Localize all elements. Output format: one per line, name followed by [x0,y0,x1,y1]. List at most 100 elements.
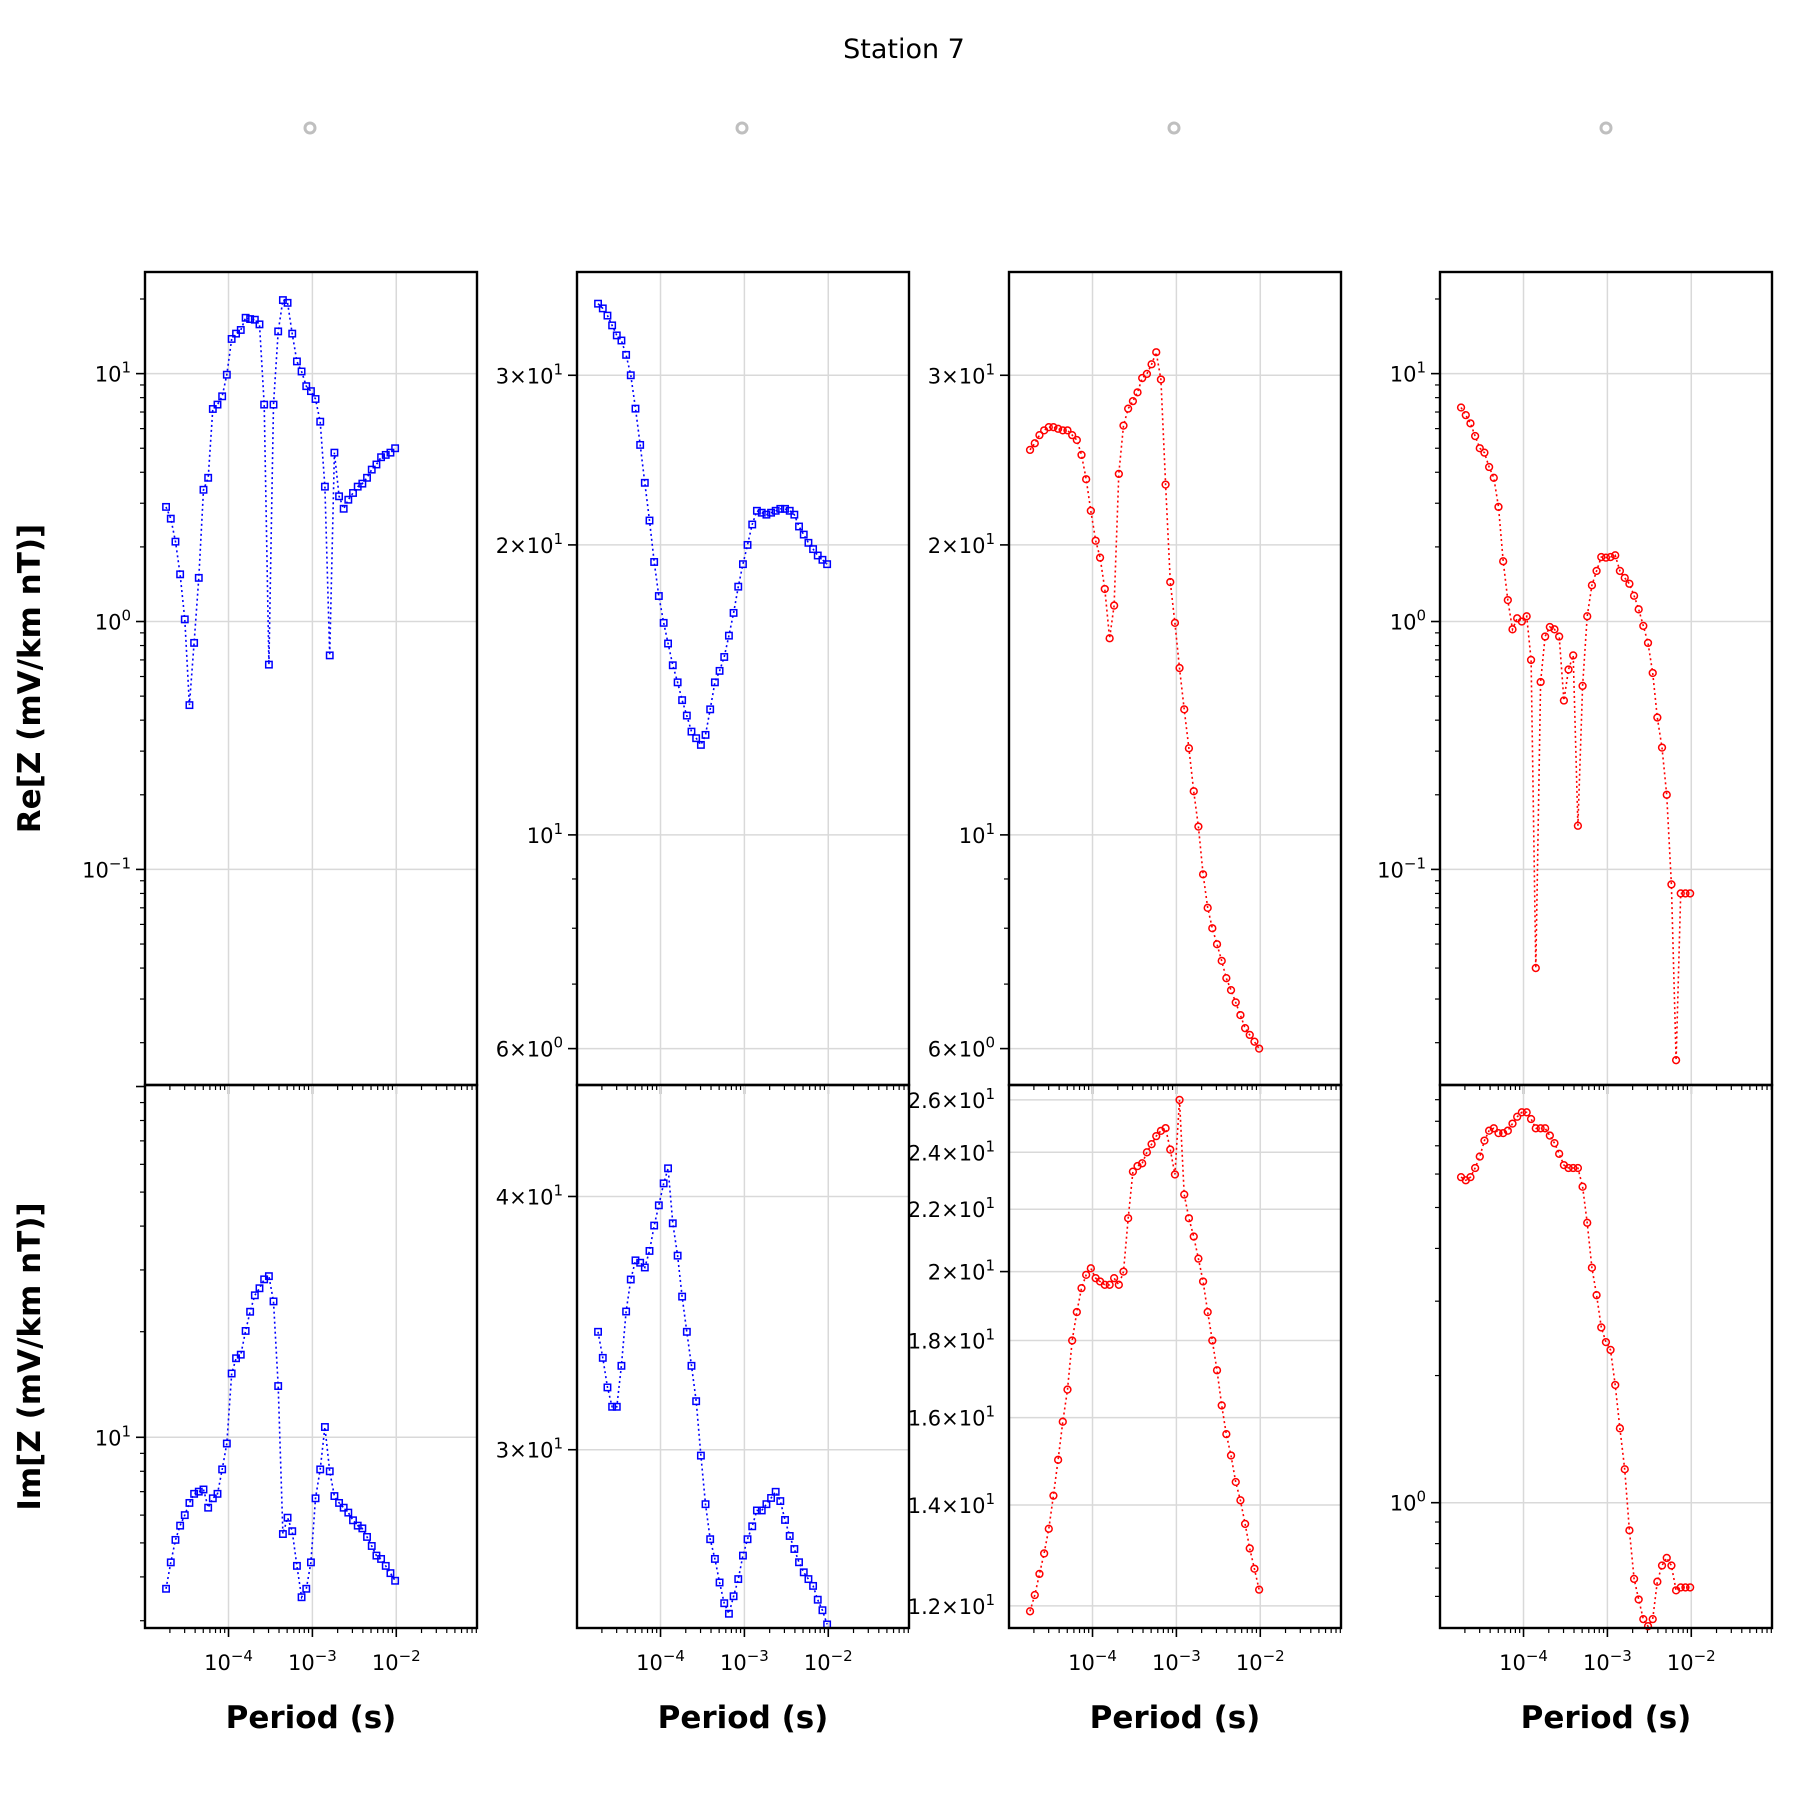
data-point [1063,1385,1072,1394]
data-point [804,538,813,547]
data-point [1545,1131,1554,1140]
data-point [1648,1614,1657,1624]
data-point [1536,677,1545,687]
data-point [1222,974,1231,983]
data-point [1077,450,1086,460]
data-point [344,495,353,504]
data-point [1152,1131,1161,1141]
data-point [687,1361,696,1370]
data-point [790,1545,799,1553]
data-point [1138,1159,1147,1168]
data-point [269,400,278,409]
legend-markers [303,121,1613,135]
data-point [274,1382,283,1390]
data-point [358,479,367,488]
data-point [264,660,273,669]
data-point [795,522,803,531]
data-point [1569,1163,1578,1173]
data-point [1606,1345,1615,1355]
data-point [738,560,747,569]
data-point [250,315,259,324]
data-point [598,1353,607,1362]
data-point [1513,1112,1522,1121]
x-tick-label: 10−3 [1583,1647,1632,1675]
data-point [274,327,283,336]
data-point [1236,1010,1245,1020]
data-point [710,678,719,687]
data-point [682,1327,691,1336]
data-point [283,1513,292,1522]
legend-marker [735,121,749,135]
gridlines [1009,1085,1341,1628]
data-point [264,1272,273,1281]
data-point [696,740,705,749]
data-point [612,1402,621,1411]
data-point [799,1568,808,1577]
data-point [631,1256,640,1265]
data-point [1240,1519,1250,1529]
data-point [241,1326,250,1335]
data-point [1601,553,1611,562]
data-point [687,727,696,736]
data-point [288,1527,297,1536]
data-point [724,631,733,640]
data-point [1068,1336,1077,1345]
data-point [1217,1401,1226,1410]
data-point [1161,1124,1170,1133]
data-point [1540,632,1550,641]
data-point [1175,1095,1184,1105]
data-point [1198,1277,1208,1286]
data-point [1058,1417,1067,1426]
data-point [1484,462,1494,472]
data-point [1166,577,1175,587]
data-point [1035,1569,1044,1579]
data-point [1105,1280,1114,1289]
data-point [1625,1526,1634,1535]
data-point [1086,506,1095,515]
data-point [208,405,217,413]
data-point [1681,889,1690,898]
y-tick-label: 2×101 [928,1257,995,1285]
data-point [1133,388,1142,397]
data-point [339,504,348,513]
data-point [1625,579,1634,588]
data-points [1025,348,1264,1053]
data-point [320,482,329,491]
data-point [1503,1126,1512,1135]
data-point [1517,617,1526,626]
data-point [1499,557,1508,566]
data-point [1611,551,1620,560]
data-point [1109,1274,1119,1283]
data-point [1671,1056,1681,1065]
data-point [381,450,390,459]
data-point [349,489,357,497]
data-point [1189,1232,1198,1241]
data-point [1194,1254,1203,1263]
data-point [673,1251,682,1260]
data-point [1044,1524,1053,1533]
data-point [795,1558,803,1567]
y-tick-label: 4×101 [496,1181,563,1209]
data-point [1569,651,1578,660]
data-point [1592,566,1601,576]
data-point [1208,1336,1217,1345]
figure-title: Station 7 [843,34,965,65]
data-point [1100,584,1109,594]
data-point [650,1221,659,1230]
x-axis-label: Period (s) [226,1700,397,1736]
y-tick-label: 10−1 [1377,854,1426,882]
y-tick-label: 100 [95,607,131,635]
data-point [781,504,789,513]
data-point [715,666,724,675]
data-point [1142,369,1152,379]
data-point [1025,445,1035,455]
data-point [1681,1583,1690,1592]
data-point [1522,1108,1531,1117]
data-point [809,545,818,554]
data-point [339,1503,348,1512]
data-point [213,1489,222,1498]
data-point [1044,423,1053,432]
data-point [818,1606,827,1615]
data-point [1072,435,1081,445]
